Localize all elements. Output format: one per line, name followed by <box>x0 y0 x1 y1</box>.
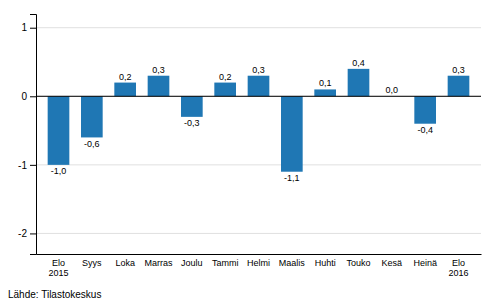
grid <box>36 28 481 234</box>
x-tick-label: Touko <box>346 258 370 268</box>
data-label: 0,3 <box>152 65 165 75</box>
source: Lähde: Tilastokeskus <box>8 289 101 300</box>
y-tick: 0 <box>21 91 36 102</box>
data-label: -0,3 <box>184 118 200 128</box>
bar <box>348 69 370 96</box>
grid-line <box>36 96 481 97</box>
data-label: 0,1 <box>319 78 332 88</box>
data-label: 0,3 <box>252 65 265 75</box>
bar <box>414 96 436 123</box>
x-tick-label-line: Kesä <box>382 258 403 268</box>
y-axis-line <box>30 15 37 255</box>
x-tick-label-line: Huhti <box>315 258 336 268</box>
plot-area: -2-101Elo2015SyysLokaMarrasJouluTammiHel… <box>18 15 481 279</box>
x-tick-label: Maalis <box>279 258 306 268</box>
x-tick-label: Syys <box>82 258 102 268</box>
x-tick: Maalis <box>279 258 306 268</box>
x-tick: Elo2015 <box>48 258 68 278</box>
y-tick-label: -2 <box>18 228 27 239</box>
chart: -2-101Elo2015SyysLokaMarrasJouluTammiHel… <box>0 0 493 304</box>
y-tick-label: -1 <box>18 160 27 171</box>
x-tick-label: Helmi <box>247 258 270 268</box>
data-label: -1,0 <box>51 166 67 176</box>
data-label: 0,4 <box>352 58 365 68</box>
x-axis: Elo2015SyysLokaMarrasJouluTammiHelmiMaal… <box>37 255 482 279</box>
bar <box>448 76 470 97</box>
x-tick-label-line: Joulu <box>181 258 203 268</box>
x-tick-label-line: Elo <box>52 258 65 268</box>
x-axis-line <box>37 254 482 255</box>
bars <box>48 69 470 172</box>
x-tick-label-line: Helmi <box>247 258 270 268</box>
y-tick-label: 1 <box>21 22 27 33</box>
bar <box>181 96 203 117</box>
grid-line <box>36 164 481 165</box>
x-tick-label-line: Tammi <box>212 258 239 268</box>
data-label: 0,2 <box>219 72 232 82</box>
x-tick-label: Huhti <box>315 258 336 268</box>
x-tick: Heinä <box>413 258 437 268</box>
bar <box>214 83 236 97</box>
bar <box>281 96 303 171</box>
y-tick: 1 <box>21 22 36 33</box>
x-tick-label-line: Loka <box>115 258 135 268</box>
x-tick-label: Elo2015 <box>48 258 68 278</box>
x-tick: Elo2016 <box>448 258 468 278</box>
bar <box>81 96 103 137</box>
bar <box>148 76 170 97</box>
x-tick-label: Marras <box>144 258 173 268</box>
x-tick: Syys <box>82 258 102 268</box>
zero-line <box>36 96 481 97</box>
x-tick: Huhti <box>315 258 336 268</box>
y-tick-label: 0 <box>21 91 27 102</box>
x-tick-label-line: 2016 <box>448 268 468 278</box>
data-labels: -1,0 -0,6 0,2 0,3 -0,3 0,2 0,3 -1,1 0,1 0,4 0,0 -0,… <box>51 58 465 183</box>
x-tick-label-line: Maalis <box>279 258 306 268</box>
data-label: -0,6 <box>84 139 100 149</box>
x-tick-label: Kesä <box>382 258 403 268</box>
grid-line <box>36 27 481 28</box>
y-tick: -1 <box>18 160 36 171</box>
bar <box>48 96 70 165</box>
x-tick-label: Elo2016 <box>448 258 468 278</box>
x-tick: Touko <box>346 258 370 268</box>
x-tick: Helmi <box>247 258 270 268</box>
x-tick-label-line: 2015 <box>48 268 68 278</box>
data-label: 0,2 <box>119 72 132 82</box>
x-tick-label-line: Touko <box>346 258 370 268</box>
y-tick-mark <box>30 233 36 234</box>
x-tick-label: Heinä <box>413 258 437 268</box>
y-tick-mark <box>30 165 36 166</box>
x-tick-label-line: Marras <box>144 258 173 268</box>
x-tick-label: Loka <box>115 258 135 268</box>
data-label: 0,3 <box>452 65 465 75</box>
grid-line <box>36 233 481 234</box>
x-tick-label: Joulu <box>181 258 203 268</box>
data-label: 0,0 <box>386 85 399 95</box>
x-tick-label-line: Heinä <box>413 258 437 268</box>
y-tick-mark <box>30 28 36 29</box>
y-tick-mark <box>30 96 36 97</box>
data-label: -1,1 <box>284 173 300 183</box>
x-tick: Joulu <box>181 258 203 268</box>
x-tick: Kesä <box>382 258 403 268</box>
x-tick: Marras <box>144 258 173 268</box>
y-tick: -2 <box>18 228 36 239</box>
x-tick-label: Tammi <box>212 258 239 268</box>
bar <box>248 76 270 97</box>
y-axis: -2 -1 0 1 <box>18 15 36 255</box>
data-label: -0,4 <box>417 125 433 135</box>
x-tick: Tammi <box>212 258 239 268</box>
x-tick: Loka <box>115 258 135 268</box>
x-tick-label-line: Syys <box>82 258 102 268</box>
bar <box>114 83 136 97</box>
bar <box>314 89 336 96</box>
x-tick-label-line: Elo <box>452 258 465 268</box>
